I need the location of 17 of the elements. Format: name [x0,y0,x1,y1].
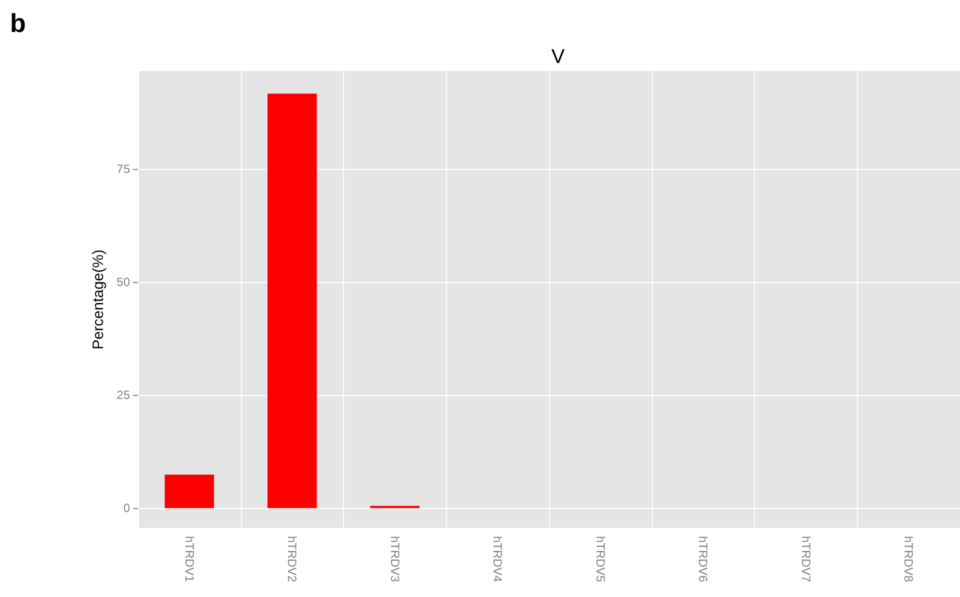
x-tick-label: hTRDV7 [798,536,813,582]
y-tick-label: 75 [116,162,130,176]
text: b [10,8,26,39]
chart-title: V [551,46,566,68]
x-tick-label: hTRDV1 [182,536,196,582]
x-tick-label: hTRDV6 [696,536,710,582]
x-tick-label: hTRDV3 [388,536,402,582]
y-axis-title: Percentage(%) [90,249,107,350]
y-tick-label: 25 [116,388,130,402]
x-tick-label: hTRDV4 [490,536,505,582]
bar [267,94,317,508]
y-tick-label: 50 [116,275,130,290]
y-tick-label: 0 [123,501,130,516]
x-tick-label: hTRDV5 [593,536,608,582]
x-tick-label: hTRDV8 [902,536,916,582]
bar [164,474,214,508]
x-tick-label: hTRDV2 [285,536,300,582]
